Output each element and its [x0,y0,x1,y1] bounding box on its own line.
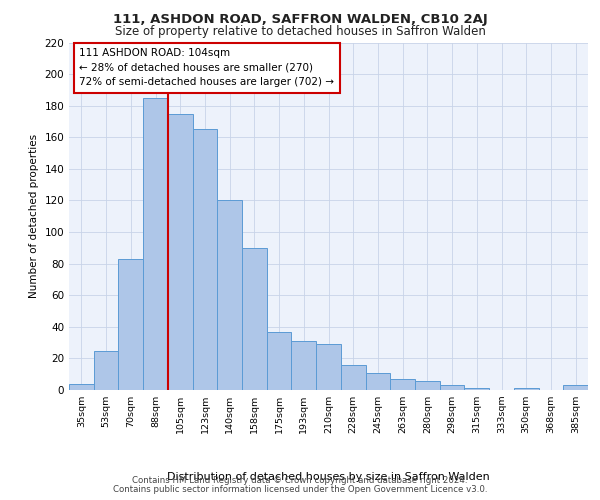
Bar [143,98,168,390]
Bar [415,380,440,390]
Bar [242,248,267,390]
Text: 111 ASHDON ROAD: 104sqm
← 28% of detached houses are smaller (270)
72% of semi-d: 111 ASHDON ROAD: 104sqm ← 28% of detache… [79,48,334,88]
Bar [514,388,539,390]
Text: Size of property relative to detached houses in Saffron Walden: Size of property relative to detached ho… [115,25,485,38]
Bar [464,388,489,390]
Bar [193,130,217,390]
Bar [168,114,193,390]
X-axis label: Distribution of detached houses by size in Saffron Walden: Distribution of detached houses by size … [167,472,490,482]
Text: Contains HM Land Registry data © Crown copyright and database right 2024.: Contains HM Land Registry data © Crown c… [132,476,468,485]
Bar [94,350,118,390]
Bar [267,332,292,390]
Bar [341,364,365,390]
Bar [390,379,415,390]
Text: 111, ASHDON ROAD, SAFFRON WALDEN, CB10 2AJ: 111, ASHDON ROAD, SAFFRON WALDEN, CB10 2… [113,12,487,26]
Y-axis label: Number of detached properties: Number of detached properties [29,134,39,298]
Bar [292,341,316,390]
Bar [440,386,464,390]
Bar [217,200,242,390]
Bar [563,386,588,390]
Text: Contains public sector information licensed under the Open Government Licence v3: Contains public sector information licen… [113,485,487,494]
Bar [316,344,341,390]
Bar [69,384,94,390]
Bar [365,372,390,390]
Bar [118,259,143,390]
